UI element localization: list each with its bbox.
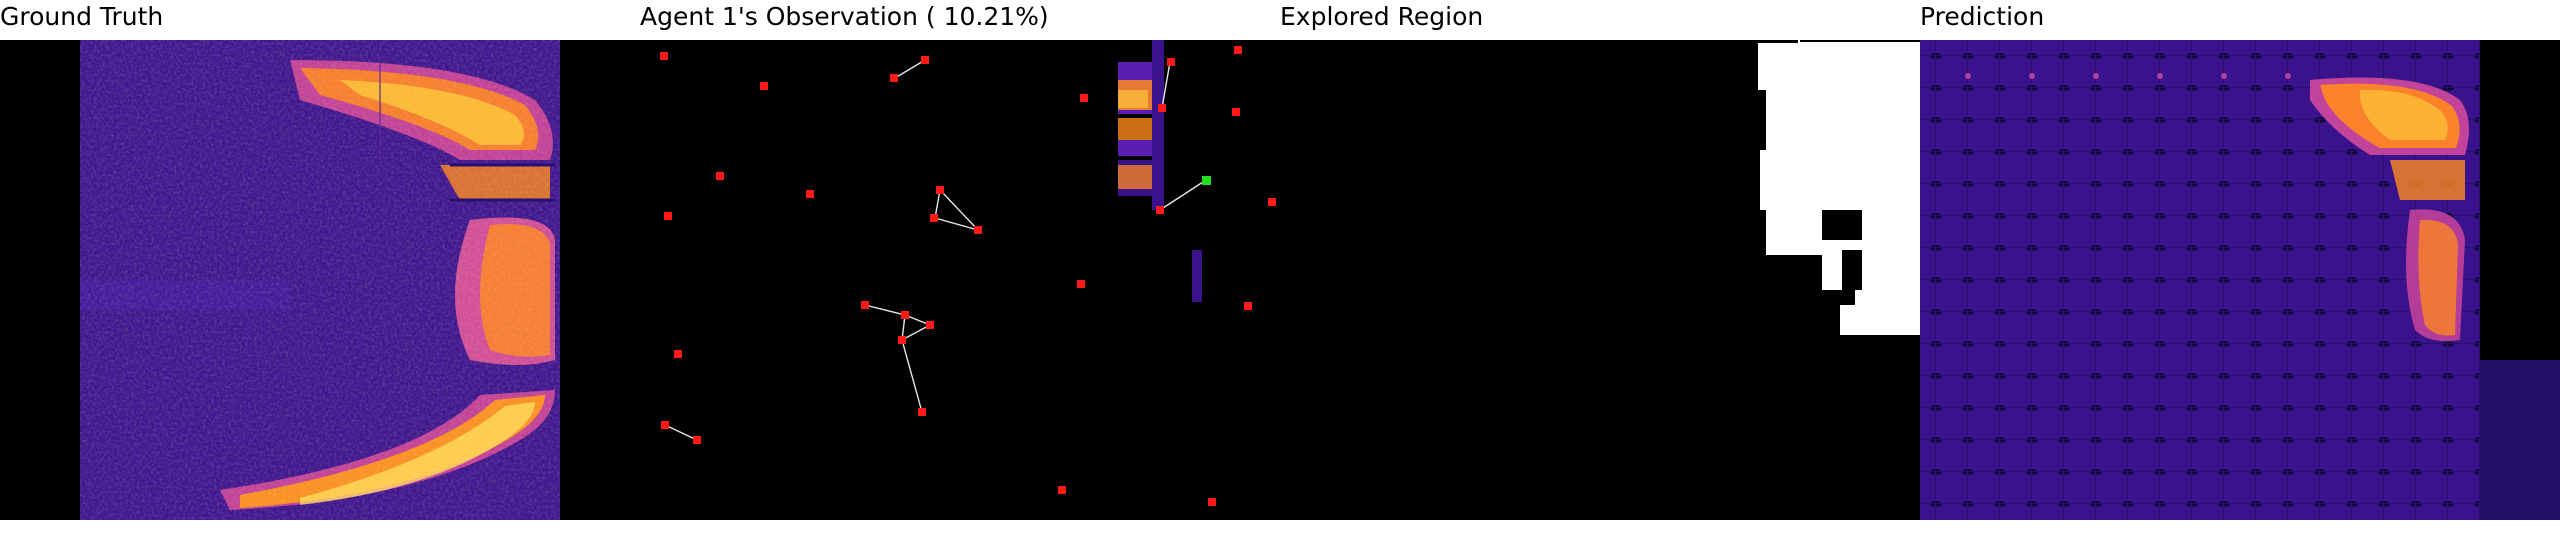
ground-truth-title: Ground Truth: [0, 2, 164, 31]
observed-patch: [1118, 40, 1202, 302]
observation-panel: [640, 40, 1280, 520]
current-agent-marker: [1202, 176, 1211, 185]
observation-map: [640, 40, 1280, 520]
ground-truth-image: [0, 40, 640, 520]
explored-panel: [1280, 40, 1920, 520]
ground-truth-panel: [0, 40, 640, 520]
prediction-title: Prediction: [1920, 2, 2045, 31]
observation-title: Agent 1's Observation ( 10.21%): [640, 2, 1049, 31]
prediction-image: [1920, 40, 2560, 520]
agent-markers: [660, 46, 1276, 506]
explored-title: Explored Region: [1280, 2, 1484, 31]
explored-mask: [1280, 40, 1920, 520]
prediction-panel: [1920, 40, 2560, 520]
